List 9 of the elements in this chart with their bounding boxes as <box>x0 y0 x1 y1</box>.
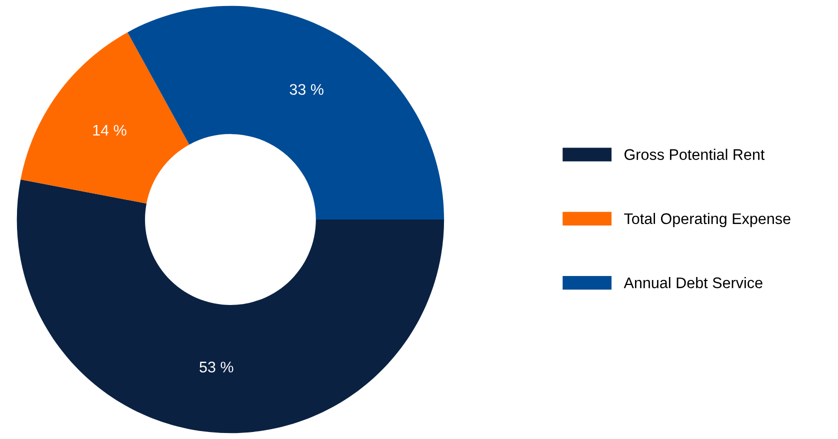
data-label: 53 % <box>200 362 234 372</box>
data-label: 33 % <box>290 84 324 95</box>
data-label: 14 % <box>93 124 126 136</box>
donut-slice <box>128 6 444 220</box>
legend-label: Annual Debt Service <box>624 277 762 288</box>
legend-label: Gross Potential Rent <box>624 148 765 160</box>
donut-slice <box>16 179 444 434</box>
donut-slice <box>20 32 190 204</box>
legend-label: Total Operating Expense <box>624 212 790 228</box>
